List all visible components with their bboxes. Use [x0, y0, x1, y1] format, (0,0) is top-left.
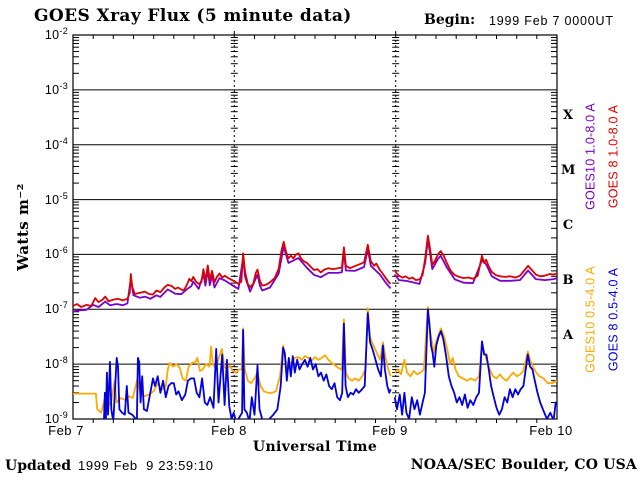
flare-class-b: B	[562, 272, 574, 288]
y-tick-label: 10-5	[44, 190, 68, 207]
y-tick-label: 10-7	[44, 300, 68, 317]
begin-value: 1999 Feb 7 0000UT	[489, 14, 614, 28]
flare-class-a: A	[562, 327, 574, 343]
x-tick-label-feb10: Feb 10	[529, 423, 573, 438]
x-tick-label-feb8: Feb 8	[211, 423, 247, 438]
flare-class-x: X	[562, 108, 574, 124]
updated-timestamp: 1999 Feb 9 23:59:10	[78, 458, 214, 473]
updated-line: Updated 1999 Feb 9 23:59:10	[5, 457, 214, 474]
x-tick-label-feb7: Feb 7	[48, 423, 84, 438]
y-tick-label: 10-8	[44, 355, 68, 372]
begin-label: Begin:	[424, 12, 476, 28]
y-tick-label: 10-3	[44, 80, 68, 97]
y-tick-label: 10-9	[44, 410, 68, 427]
updated-label: Updated	[5, 458, 72, 474]
flare-class-m: M	[561, 163, 576, 179]
y-tick-label: 10-4	[44, 135, 68, 152]
legend-goes10-short: GOES10 0.5-4.0 A	[583, 266, 598, 373]
x-axis-title: Universal Time	[252, 439, 378, 455]
y-axis-title: Watts m⁻²	[14, 183, 32, 271]
flare-class-c: C	[562, 218, 574, 233]
x-tick-label-feb9: Feb 9	[372, 423, 408, 438]
legend-goes8-short: GOES 8 0.5-4.0 A	[606, 267, 621, 372]
credit-text: NOAA/SEC Boulder, CO USA	[410, 457, 637, 473]
page-title: GOES Xray Flux (5 minute data)	[34, 6, 352, 26]
y-tick-label: 10-2	[44, 26, 68, 43]
y-tick-label: 10-6	[44, 245, 68, 262]
